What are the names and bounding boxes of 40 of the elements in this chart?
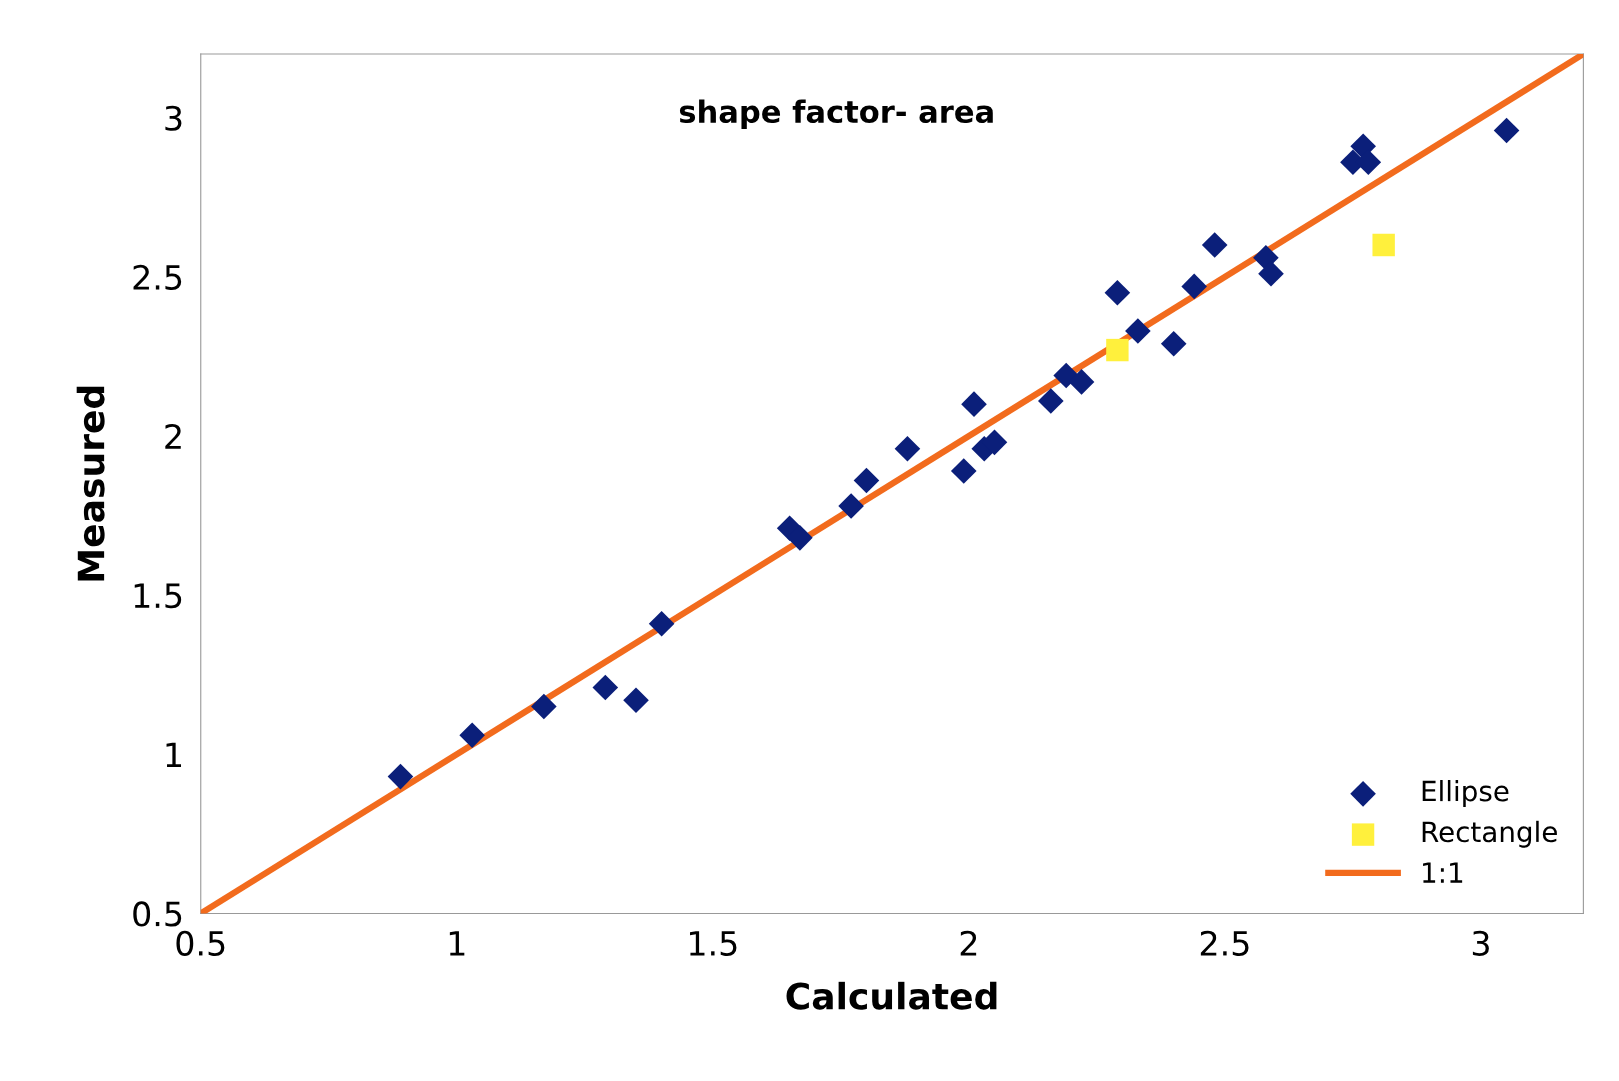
point	[1258, 260, 1284, 287]
point	[1372, 233, 1395, 257]
point	[623, 687, 649, 713]
text: shape factor- area	[679, 99, 993, 129]
point	[459, 722, 485, 748]
point	[648, 610, 675, 637]
legend-label: Ellipse	[1422, 780, 1509, 807]
point	[1038, 388, 1064, 414]
x-tick-label: 3	[1472, 930, 1489, 956]
y-axis-title: Measured	[76, 386, 105, 581]
point	[1493, 117, 1520, 144]
point	[961, 391, 987, 417]
legend-label: 1:1	[1423, 862, 1463, 883]
x-axis-title: Calculated	[786, 981, 997, 1010]
y-tick-label: 2	[165, 423, 181, 449]
legend-label: Rectangle	[1422, 820, 1557, 848]
point	[531, 693, 557, 720]
x-tick-label: 1	[449, 931, 465, 956]
y-tick-label: 1.5	[134, 583, 182, 609]
point	[894, 435, 921, 462]
point	[1104, 279, 1131, 306]
point	[1125, 318, 1151, 344]
point	[1106, 338, 1129, 362]
y-tick-label: 1	[166, 742, 182, 767]
point	[853, 467, 880, 494]
point	[1068, 369, 1095, 395]
point	[1201, 232, 1228, 258]
y-tick-label: 3	[165, 105, 182, 131]
point	[950, 458, 977, 484]
point	[387, 763, 414, 790]
point	[1181, 273, 1207, 300]
y-tick-label: 0.5	[133, 901, 182, 927]
x-tick-label: 2	[960, 930, 977, 956]
point	[592, 674, 619, 701]
point	[787, 525, 813, 551]
y-tick-label: 2.5	[133, 264, 182, 290]
point	[1160, 330, 1187, 357]
x-tick-label: 2.5	[1200, 930, 1249, 956]
point	[838, 493, 864, 519]
x-tick-label: 1.5	[690, 931, 737, 956]
